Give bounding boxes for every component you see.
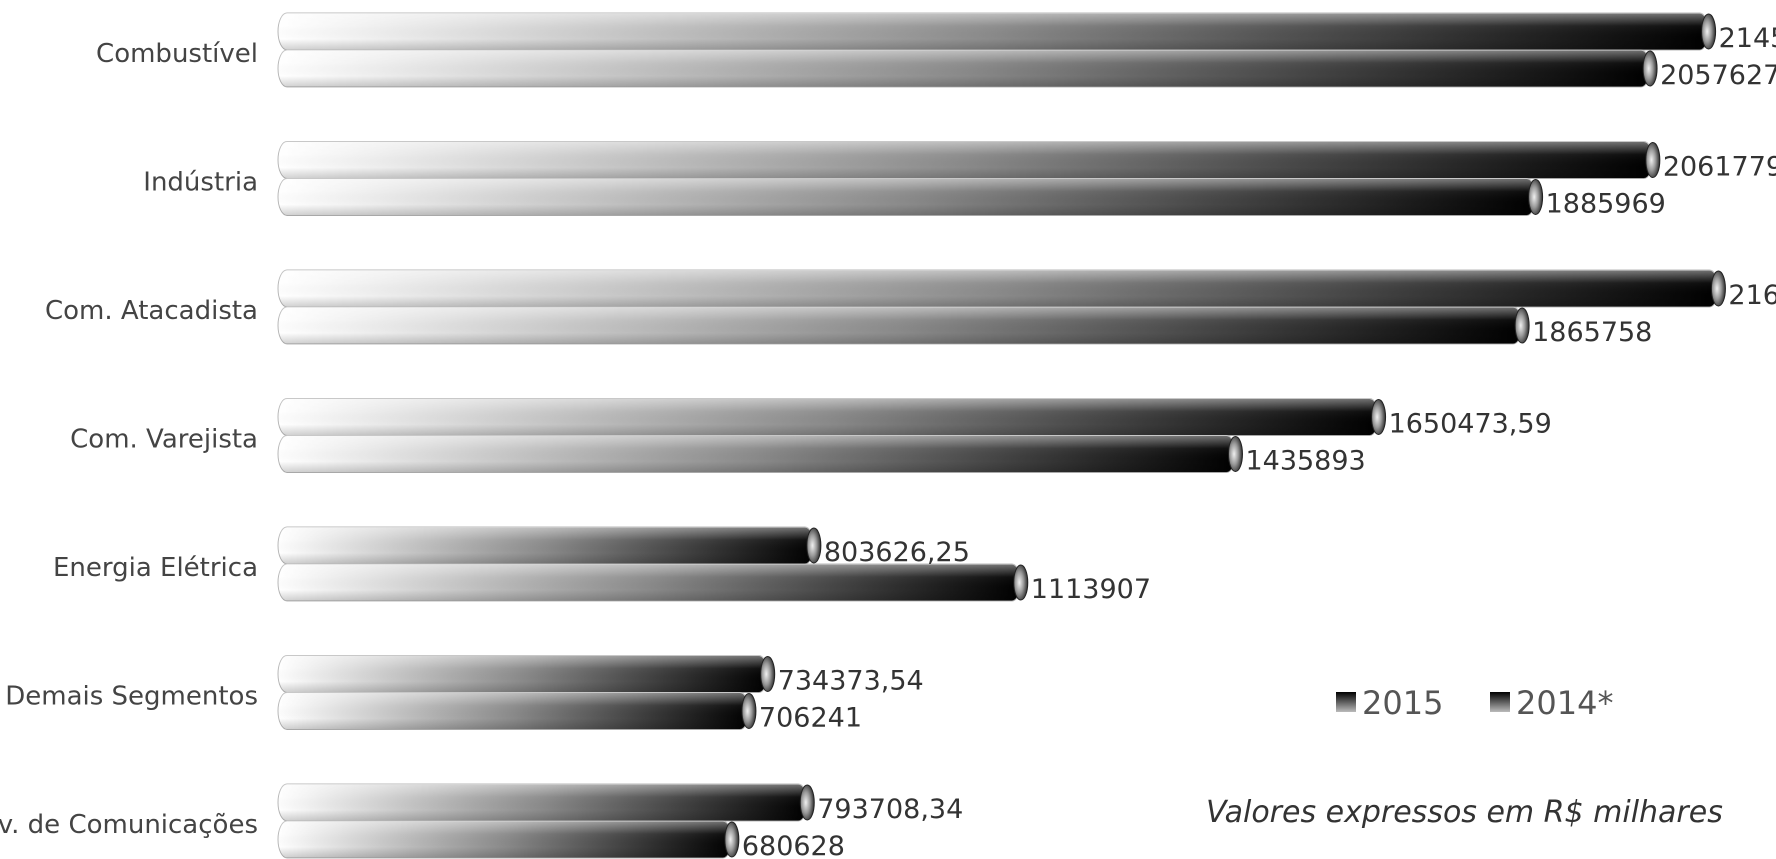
legend-swatch-2014 xyxy=(1490,692,1510,712)
value-label: 803626,25 xyxy=(824,537,970,568)
bar-2015 xyxy=(277,783,815,822)
category-label: Demais Segmentos xyxy=(5,682,258,712)
category-label: Com. Varejista xyxy=(70,425,258,455)
bar-shine xyxy=(278,821,732,858)
labels-layer: Combustível 2145408,37 2057627 Indústria 206… xyxy=(0,23,1776,859)
bar-shine xyxy=(278,564,1021,601)
bar-2015 xyxy=(277,12,1717,51)
legend-label-2014: 2014* xyxy=(1516,684,1613,722)
bar-2014 xyxy=(277,435,1243,473)
bar-2015 xyxy=(277,398,1387,436)
bar-end-cap xyxy=(1710,270,1726,307)
bar-shine xyxy=(278,435,1236,473)
bar-shine xyxy=(278,692,749,730)
bar-shine xyxy=(278,270,1719,307)
legend-label-2015: 2015 xyxy=(1362,684,1443,722)
bar-end-cap xyxy=(1371,399,1387,435)
value-label: 1113907 xyxy=(1031,574,1151,605)
bar-shine xyxy=(278,655,768,693)
value-label: 1650473,59 xyxy=(1389,409,1552,440)
category-label: Serv. de Comunicações xyxy=(0,810,258,840)
value-label: 680628 xyxy=(742,831,845,859)
bar-shine xyxy=(278,178,1536,216)
bar-shine xyxy=(278,527,814,564)
category-label: Energia Elétrica xyxy=(53,553,258,583)
category-label: Combustível xyxy=(96,39,258,69)
category-label: Com. Atacadista xyxy=(45,296,258,326)
bar-end-cap xyxy=(741,693,757,729)
bar-end-cap xyxy=(1227,436,1243,472)
value-label: 2160164,04 xyxy=(1728,280,1776,311)
legend-item-2014: 2014* xyxy=(1490,684,1613,722)
bar-end-cap xyxy=(1514,307,1530,344)
bar-end-cap xyxy=(1701,13,1717,50)
bar-2015 xyxy=(277,141,1661,179)
bar-shine xyxy=(278,784,808,821)
bar-shine xyxy=(278,141,1653,179)
bar-end-cap xyxy=(799,784,815,821)
value-label: 734373,54 xyxy=(778,666,924,697)
value-label: 793708,34 xyxy=(817,794,963,825)
bar-2015 xyxy=(277,526,822,565)
value-label: 1865758 xyxy=(1532,317,1652,348)
bar-2014 xyxy=(277,306,1530,345)
value-label: 2057627 xyxy=(1660,60,1776,91)
bar-2014 xyxy=(277,563,1029,602)
value-label: 2145408,37 xyxy=(1719,23,1776,54)
bar-2015 xyxy=(277,655,776,693)
bar-end-cap xyxy=(1528,179,1544,215)
bar-2014 xyxy=(277,49,1658,88)
legend-item-2015: 2015 xyxy=(1336,684,1443,722)
units-annotation: Valores expressos em R$ milhares xyxy=(1206,795,1723,830)
bar-end-cap xyxy=(1642,50,1658,87)
legend-swatch-2015 xyxy=(1336,692,1356,712)
bar-2015 xyxy=(277,269,1726,308)
value-label: 1885969 xyxy=(1546,189,1666,220)
bar-shine xyxy=(278,50,1651,87)
bar-end-cap xyxy=(760,656,776,692)
bar-2014 xyxy=(277,820,740,859)
bar-end-cap xyxy=(724,821,740,858)
bar-shine xyxy=(278,307,1523,344)
bar-end-cap xyxy=(806,527,822,564)
bar-2014 xyxy=(277,178,1544,216)
bar-2014 xyxy=(277,692,757,730)
bar-end-cap xyxy=(1013,564,1029,601)
category-label: Indústria xyxy=(143,168,258,198)
value-label: 1435893 xyxy=(1245,446,1365,477)
value-label: 2061779,62 xyxy=(1663,152,1776,183)
value-label: 706241 xyxy=(759,703,862,734)
bars-layer xyxy=(277,12,1726,859)
bar-shine xyxy=(278,13,1709,50)
bar-shine xyxy=(278,398,1379,436)
legend: 2015 2014* xyxy=(1336,684,1613,722)
bar-end-cap xyxy=(1645,142,1661,178)
